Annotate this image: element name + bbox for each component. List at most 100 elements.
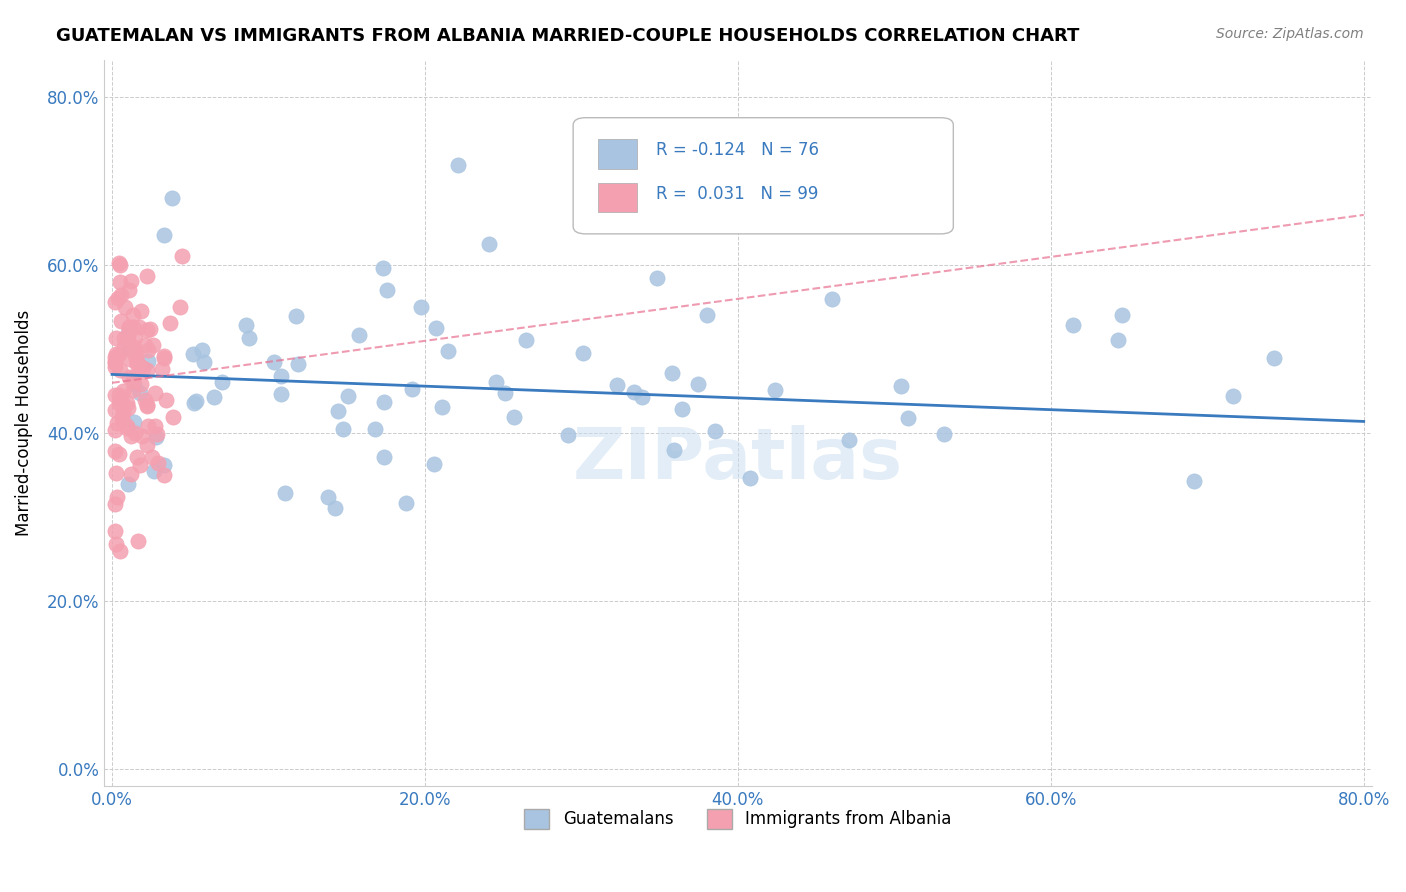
Point <box>121 383 143 397</box>
Point <box>104 497 127 511</box>
Point <box>118 283 141 297</box>
Point <box>270 368 292 383</box>
Point <box>108 258 131 272</box>
Point <box>110 413 132 427</box>
Point <box>169 300 191 314</box>
Point <box>270 387 292 401</box>
Point <box>143 464 166 478</box>
Point <box>287 357 309 371</box>
Point <box>631 390 654 404</box>
Point <box>114 300 136 314</box>
Text: GUATEMALAN VS IMMIGRANTS FROM ALBANIA MARRIED-COUPLE HOUSEHOLDS CORRELATION CHAR: GUATEMALAN VS IMMIGRANTS FROM ALBANIA MA… <box>56 27 1080 45</box>
Point <box>104 524 127 538</box>
Point <box>105 467 128 481</box>
Point <box>202 390 225 404</box>
Point <box>142 337 165 351</box>
Point <box>235 318 257 333</box>
Point <box>141 450 163 465</box>
Point <box>162 409 184 424</box>
Point <box>104 294 127 309</box>
Y-axis label: Married-couple Households: Married-couple Households <box>15 310 32 536</box>
Point <box>118 321 141 335</box>
Point <box>134 338 156 352</box>
Point <box>153 351 176 365</box>
Point <box>671 401 693 416</box>
Point <box>128 458 150 472</box>
Point <box>934 426 956 441</box>
Point <box>323 501 346 516</box>
Point <box>238 331 260 345</box>
Point <box>820 292 842 306</box>
Point <box>153 458 176 472</box>
Point <box>623 385 645 400</box>
Point <box>112 331 135 345</box>
Point <box>136 418 159 433</box>
Point <box>104 424 127 438</box>
Point <box>160 191 183 205</box>
FancyBboxPatch shape <box>574 118 953 234</box>
Point <box>890 378 912 392</box>
Point <box>107 291 129 305</box>
Point <box>115 419 138 434</box>
Point <box>112 384 135 398</box>
Point <box>127 450 149 464</box>
Point <box>132 361 155 376</box>
Legend: Guatemalans, Immigrants from Albania: Guatemalans, Immigrants from Albania <box>517 802 957 836</box>
Point <box>181 347 204 361</box>
Point <box>146 456 169 470</box>
Point <box>110 392 132 407</box>
Point <box>136 268 159 283</box>
Point <box>502 410 524 425</box>
Point <box>136 343 159 357</box>
Point <box>111 409 134 424</box>
Point <box>122 340 145 354</box>
Point <box>117 341 139 355</box>
Point <box>120 467 142 481</box>
Point <box>347 328 370 343</box>
Point <box>118 352 141 367</box>
Point <box>411 301 433 315</box>
Point <box>145 426 167 441</box>
Point <box>478 236 501 251</box>
Point <box>184 394 207 409</box>
Point <box>131 429 153 443</box>
Point <box>143 418 166 433</box>
Point <box>118 320 141 334</box>
Point <box>153 228 176 243</box>
Point <box>373 394 395 409</box>
Point <box>373 450 395 464</box>
Point <box>120 274 142 288</box>
Text: Source: ZipAtlas.com: Source: ZipAtlas.com <box>1216 27 1364 41</box>
Point <box>108 346 131 360</box>
Point <box>128 320 150 334</box>
Point <box>332 422 354 436</box>
Point <box>263 355 285 369</box>
Point <box>423 457 446 471</box>
Point <box>124 376 146 391</box>
Bar <box>599 183 637 212</box>
Point <box>124 343 146 358</box>
Point <box>104 388 127 402</box>
Point <box>117 328 139 343</box>
Point <box>127 533 149 548</box>
Point <box>124 425 146 440</box>
Point <box>557 428 579 442</box>
Point <box>108 256 131 270</box>
Point <box>135 400 157 414</box>
Point <box>688 376 710 391</box>
Point <box>129 359 152 373</box>
Point <box>104 402 127 417</box>
Point <box>436 343 458 358</box>
Point <box>425 321 447 335</box>
Point <box>183 396 205 410</box>
Point <box>117 334 139 349</box>
Point <box>274 486 297 500</box>
Point <box>117 326 139 341</box>
Point <box>104 351 127 365</box>
Point <box>134 392 156 407</box>
Point <box>1062 318 1084 333</box>
Point <box>104 356 127 370</box>
Point <box>395 496 418 510</box>
Point <box>494 386 516 401</box>
Point <box>645 271 668 285</box>
